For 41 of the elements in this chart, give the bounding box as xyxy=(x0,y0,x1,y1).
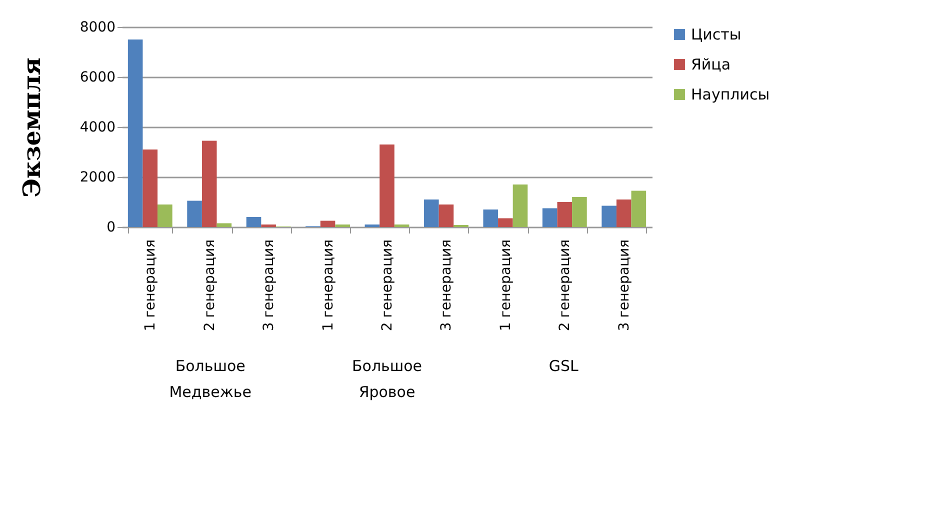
legend-label: Науплисы xyxy=(691,86,770,104)
y-tick-label: 8000 xyxy=(80,20,116,36)
bar xyxy=(572,197,587,227)
bar xyxy=(542,208,558,227)
x-tick-label: 1 генерация xyxy=(320,240,336,332)
bar xyxy=(498,218,513,227)
bar xyxy=(128,40,143,227)
x-tick-label: 1 генерация xyxy=(142,240,159,332)
bar xyxy=(483,210,498,227)
bar xyxy=(187,200,202,227)
bar xyxy=(602,206,616,227)
y-tick-label: 6000 xyxy=(80,70,116,86)
y-tick-label: 2000 xyxy=(80,170,116,186)
bar xyxy=(616,200,632,227)
text: GSL xyxy=(548,357,580,375)
bar xyxy=(557,202,572,227)
x-tick-label: 3 генерация xyxy=(616,240,632,332)
legend-label: Цисты xyxy=(691,26,742,44)
bar xyxy=(216,223,232,227)
bar xyxy=(158,204,172,227)
x-tick-label: 3 генерация xyxy=(438,240,455,332)
x-tick-label: 3 генерация xyxy=(261,240,278,332)
bar xyxy=(438,204,454,227)
bar xyxy=(380,144,394,227)
legend-label: Яйца xyxy=(691,56,731,74)
y-tick-label: 0 xyxy=(106,220,116,236)
x-tick-label: 2 генерация xyxy=(557,240,574,332)
x-tick-label: 1 генерация xyxy=(498,240,514,332)
bar xyxy=(631,190,646,227)
text: Большое Яровое xyxy=(352,357,422,401)
bar xyxy=(424,200,439,227)
bar xyxy=(512,184,528,227)
bar xyxy=(142,150,158,227)
x-tick-label: 2 генерация xyxy=(202,240,218,332)
y-axis-title: Экземпля xyxy=(16,57,46,198)
bar xyxy=(320,220,336,227)
x-tick-label: 2 генерация xyxy=(380,240,396,332)
bar xyxy=(202,140,217,227)
bar xyxy=(246,217,262,227)
text: Большое Медвежье xyxy=(169,357,252,401)
y-tick-label: 4000 xyxy=(80,120,116,136)
